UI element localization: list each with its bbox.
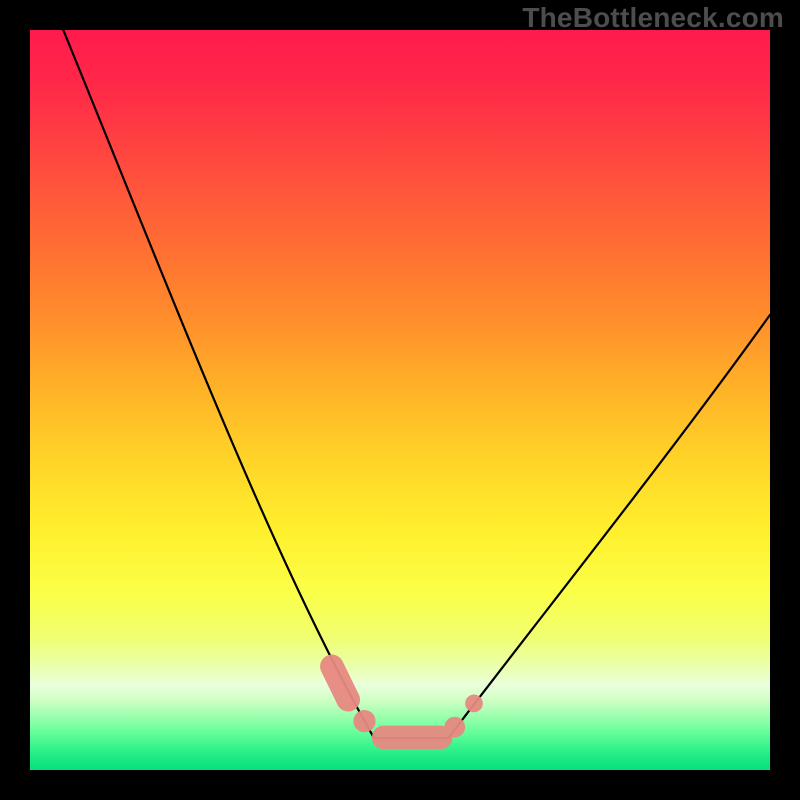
chart-stage: TheBottleneck.com [0,0,800,800]
background-gradient [30,30,770,770]
plot-area [30,30,770,770]
